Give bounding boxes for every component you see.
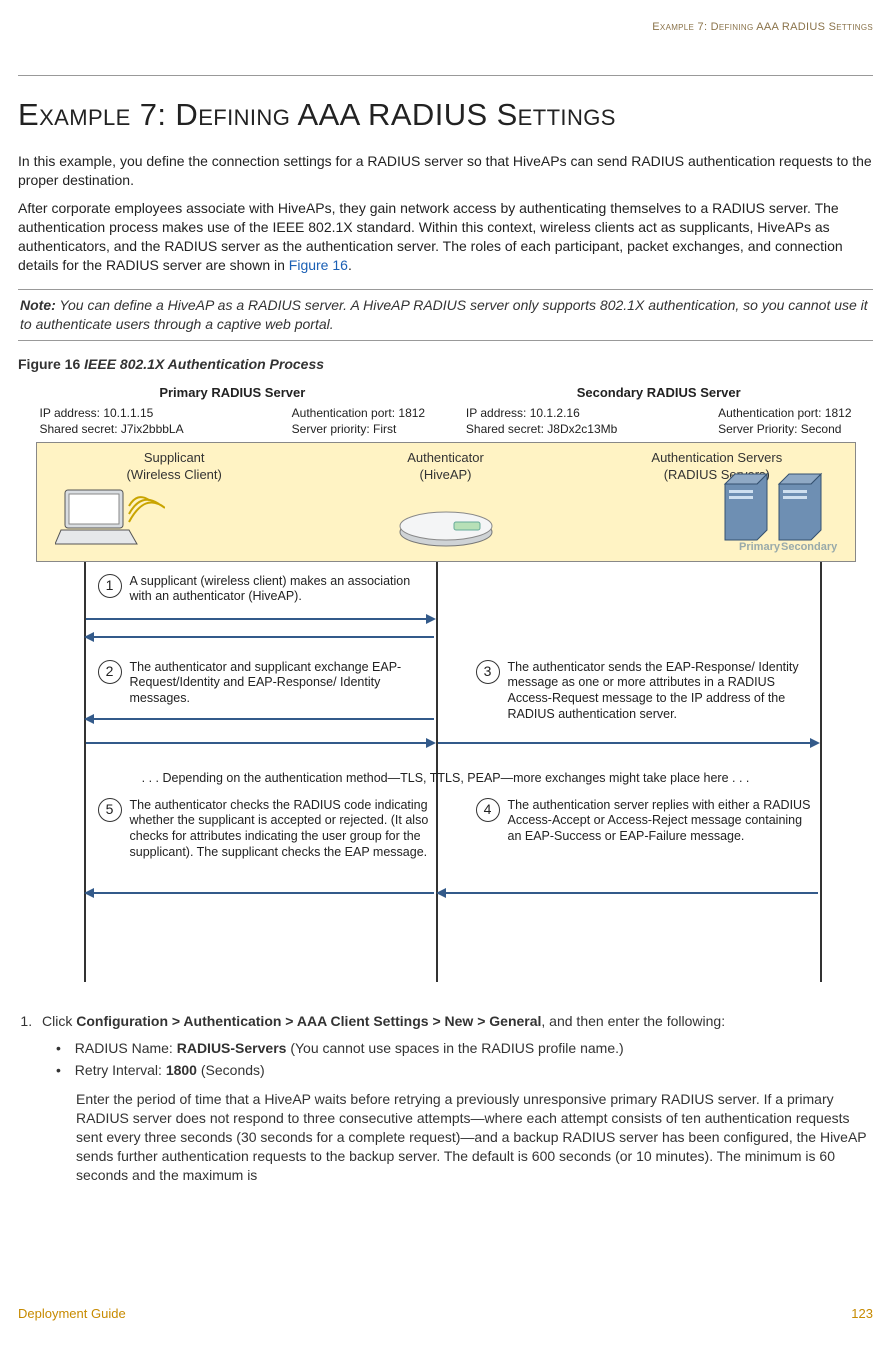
role-supplicant-l2: (Wireless Client) — [47, 466, 302, 484]
step-5: 5 The authenticator checks the RADIUS co… — [98, 798, 438, 861]
figure-label: Figure 16 — [18, 356, 84, 372]
step1-b: , and then enter the following: — [541, 1013, 725, 1029]
arrow-4-left — [438, 892, 818, 894]
secondary-secret: Shared secret: J8Dx2c13Mb — [466, 421, 617, 437]
bullet1-bold: RADIUS-Servers — [177, 1040, 287, 1056]
primary-port: Authentication port: 1812 — [292, 405, 425, 421]
step-3-num: 3 — [476, 660, 500, 684]
note-label: Note: — [20, 297, 56, 313]
step-2-num: 2 — [98, 660, 122, 684]
page-footer: Deployment Guide 123 — [18, 1305, 873, 1323]
bullet2-bold: 1800 — [166, 1062, 197, 1078]
step-3: 3 The authenticator sends the EAP-Respon… — [476, 660, 816, 723]
sequence-area: 1 A supplicant (wireless client) makes a… — [36, 562, 856, 992]
primary-heading: Primary RADIUS Server — [36, 384, 430, 402]
note-text: You can define a HiveAP as a RADIUS serv… — [20, 297, 868, 332]
role-supplicant: Supplicant (Wireless Client) — [47, 449, 302, 484]
bullet2-a: Retry Interval: — [75, 1062, 166, 1078]
auth-process-diagram: Primary RADIUS Server IP address: 10.1.1… — [36, 384, 856, 992]
step-5-num: 5 — [98, 798, 122, 822]
note-callout: Note: You can define a HiveAP as a RADIU… — [18, 289, 873, 341]
figure-caption: Figure 16 IEEE 802.1X Authentication Pro… — [18, 355, 873, 374]
arrow-2-right — [86, 742, 434, 744]
step-2-text: The authenticator and supplicant exchang… — [130, 660, 428, 707]
step1-bold: Configuration > Authentication > AAA Cli… — [76, 1013, 541, 1029]
step-4-num: 4 — [476, 798, 500, 822]
sub-bullets: RADIUS Name: RADIUS-Servers (You cannot … — [56, 1039, 873, 1081]
role-authenticator-l2: (HiveAP) — [318, 466, 573, 484]
secondary-port: Authentication port: 1812 — [718, 405, 851, 421]
roles-band: Supplicant (Wireless Client) Authenticat… — [36, 442, 856, 562]
running-header: Example 7: Defining AAA RADIUS Settings — [18, 20, 873, 35]
primary-tag: Primary — [739, 541, 781, 553]
access-point-icon — [396, 500, 496, 555]
secondary-priority: Server Priority: Second — [718, 421, 851, 437]
intro-paragraph-1: In this example, you define the connecti… — [18, 152, 873, 190]
role-authenticator: Authenticator (HiveAP) — [318, 449, 573, 484]
arrow-3-right — [438, 742, 818, 744]
footer-page-number: 123 — [851, 1305, 873, 1323]
step-5-text: The authenticator checks the RADIUS code… — [130, 798, 438, 861]
figure-title: IEEE 802.1X Authentication Process — [84, 356, 324, 372]
instruction-step-1: Click Configuration > Authentication > A… — [36, 1012, 873, 1185]
bullet2-b: (Seconds) — [197, 1062, 265, 1078]
intro-paragraph-2: After corporate employees associate with… — [18, 199, 873, 275]
server-headers: Primary RADIUS Server IP address: 10.1.1… — [36, 384, 856, 438]
role-supplicant-l1: Supplicant — [144, 450, 205, 465]
step-1: 1 A supplicant (wireless client) makes a… — [98, 574, 428, 605]
arrow-1-right — [86, 618, 434, 620]
para2-text-a: After corporate employees associate with… — [18, 200, 843, 273]
retry-explanation: Enter the period of time that a HiveAP w… — [76, 1090, 873, 1184]
figure-16-link[interactable]: Figure 16 — [289, 257, 348, 273]
servers-icon: Primary Secondary — [721, 468, 841, 559]
secondary-ip: IP address: 10.1.2.16 — [466, 405, 617, 421]
bullet1-b: (You cannot use spaces in the RADIUS pro… — [286, 1040, 623, 1056]
bullet-retry-interval: Retry Interval: 1800 (Seconds) — [56, 1061, 873, 1080]
primary-ip: IP address: 10.1.1.15 — [40, 405, 184, 421]
instruction-list: Click Configuration > Authentication > A… — [36, 1012, 873, 1185]
para2-text-b: . — [348, 257, 352, 273]
bullet1-a: RADIUS Name: — [75, 1040, 177, 1056]
step-4-text: The authentication server replies with e… — [508, 798, 816, 845]
step-4: 4 The authentication server replies with… — [476, 798, 816, 845]
laptop-icon — [55, 484, 165, 559]
arrow-1-left — [86, 636, 434, 638]
step-3-text: The authenticator sends the EAP-Response… — [508, 660, 816, 723]
primary-secret: Shared secret: J7ix2bbbLA — [40, 421, 184, 437]
footer-left: Deployment Guide — [18, 1305, 126, 1323]
bullet-radius-name: RADIUS Name: RADIUS-Servers (You cannot … — [56, 1039, 873, 1058]
primary-priority: Server priority: First — [292, 421, 425, 437]
role-authenticator-l1: Authenticator — [407, 450, 484, 465]
section-title: Example 7: Defining AAA RADIUS Settings — [18, 94, 873, 136]
step1-a: Click — [42, 1013, 76, 1029]
arrow-5-left — [86, 892, 434, 894]
step-1-text: A supplicant (wireless client) makes an … — [130, 574, 428, 605]
secondary-tag: Secondary — [781, 541, 838, 553]
secondary-server-column: Secondary RADIUS Server IP address: 10.1… — [462, 384, 856, 438]
arrow-2-left — [86, 718, 434, 720]
primary-server-column: Primary RADIUS Server IP address: 10.1.1… — [36, 384, 430, 438]
step-2: 2 The authenticator and supplicant excha… — [98, 660, 428, 707]
header-rule — [18, 75, 873, 76]
step-1-num: 1 — [98, 574, 122, 598]
ellipsis-note: . . . Depending on the authentication me… — [36, 770, 856, 787]
role-server-l1: Authentication Servers — [651, 450, 782, 465]
secondary-heading: Secondary RADIUS Server — [462, 384, 856, 402]
